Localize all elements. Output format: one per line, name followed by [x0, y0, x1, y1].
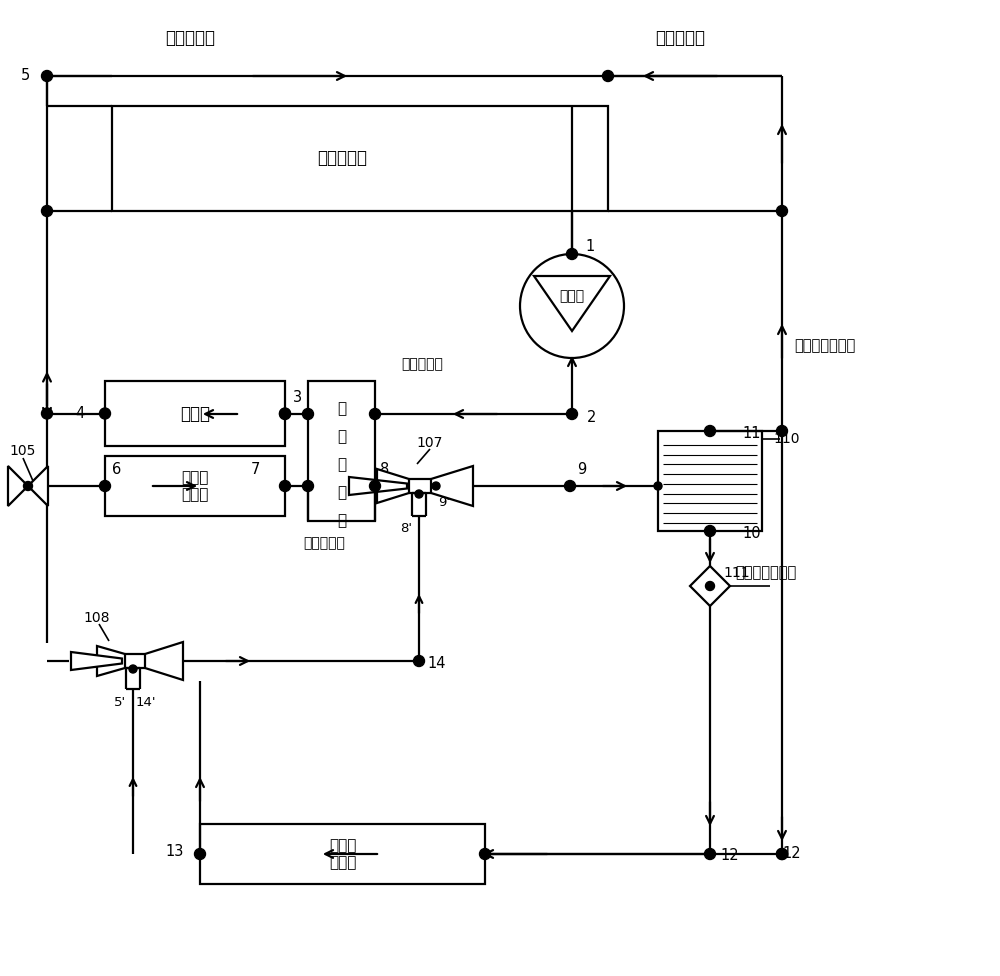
- Text: 14: 14: [428, 656, 446, 671]
- Polygon shape: [431, 466, 473, 506]
- Circle shape: [302, 480, 314, 492]
- Bar: [105, 456, 285, 516]
- Circle shape: [100, 480, 110, 492]
- Text: 5: 5: [20, 68, 30, 84]
- Bar: [105, 381, 285, 446]
- Circle shape: [776, 426, 788, 436]
- Circle shape: [566, 249, 578, 260]
- Text: 排: 排: [337, 401, 346, 417]
- Circle shape: [654, 482, 662, 490]
- Text: 4: 4: [75, 406, 85, 421]
- Circle shape: [602, 70, 614, 82]
- Text: 1: 1: [585, 239, 595, 255]
- Circle shape: [414, 656, 424, 667]
- Text: 5': 5': [114, 697, 126, 710]
- Circle shape: [415, 490, 423, 498]
- Circle shape: [280, 480, 290, 492]
- Text: 13: 13: [166, 844, 184, 860]
- Circle shape: [479, 848, 490, 860]
- Circle shape: [194, 848, 206, 860]
- Text: 7: 7: [250, 462, 260, 476]
- Text: 8: 8: [380, 462, 390, 476]
- Text: 12: 12: [721, 848, 739, 864]
- Text: 热流体通道: 热流体通道: [401, 357, 443, 371]
- Bar: [200, 824, 485, 884]
- Text: 110: 110: [774, 432, 800, 446]
- Text: 108: 108: [84, 611, 110, 625]
- Circle shape: [776, 848, 788, 860]
- Polygon shape: [28, 466, 48, 506]
- Text: 12: 12: [783, 846, 801, 862]
- Text: 回: 回: [337, 458, 346, 472]
- Circle shape: [704, 848, 716, 860]
- Circle shape: [280, 408, 290, 419]
- Text: 9': 9': [438, 497, 450, 509]
- Text: 冷藏室
蒸发器: 冷藏室 蒸发器: [181, 469, 209, 503]
- Circle shape: [706, 582, 714, 590]
- Circle shape: [129, 665, 137, 673]
- Polygon shape: [377, 469, 409, 503]
- Polygon shape: [145, 642, 183, 680]
- Circle shape: [564, 480, 576, 492]
- Polygon shape: [71, 652, 122, 670]
- Circle shape: [704, 525, 716, 537]
- Text: 111: 111: [724, 566, 750, 580]
- Circle shape: [42, 206, 52, 217]
- Polygon shape: [349, 477, 407, 495]
- Circle shape: [280, 409, 290, 420]
- Text: 冷流体通道: 冷流体通道: [303, 536, 345, 550]
- Text: 6: 6: [112, 462, 122, 476]
- Circle shape: [100, 408, 110, 419]
- Text: 饱和液态制冷剂: 饱和液态制冷剂: [735, 565, 796, 581]
- Polygon shape: [8, 466, 28, 506]
- Text: 9: 9: [577, 462, 587, 476]
- Text: 10: 10: [743, 525, 761, 541]
- Text: 饱和气态制冷剂: 饱和气态制冷剂: [794, 339, 855, 353]
- Bar: [308, 381, 375, 521]
- Text: 8': 8': [400, 522, 412, 536]
- Text: 11: 11: [743, 427, 761, 441]
- Text: 热: 热: [337, 485, 346, 501]
- Circle shape: [24, 481, 32, 491]
- Bar: [112, 106, 608, 211]
- Text: 冷凝器: 冷凝器: [180, 404, 210, 423]
- Circle shape: [302, 409, 314, 420]
- Text: 器: 器: [337, 513, 346, 528]
- Text: 压缩机: 压缩机: [559, 289, 585, 303]
- Circle shape: [370, 480, 380, 492]
- Circle shape: [776, 848, 788, 860]
- Text: 107: 107: [417, 436, 443, 450]
- Bar: [658, 431, 762, 531]
- Text: 3: 3: [292, 389, 302, 404]
- Text: 2: 2: [587, 410, 597, 425]
- Circle shape: [776, 206, 788, 217]
- Text: 冷冻室
蒸发器: 冷冻室 蒸发器: [329, 837, 356, 871]
- Circle shape: [42, 408, 52, 419]
- Text: 105: 105: [10, 444, 36, 458]
- Circle shape: [566, 409, 578, 420]
- Text: 吸气回热器: 吸气回热器: [317, 149, 367, 168]
- Text: 14': 14': [136, 697, 156, 710]
- Text: 气: 气: [337, 429, 346, 444]
- Text: 冷流体通道: 冷流体通道: [655, 29, 705, 47]
- Polygon shape: [690, 566, 730, 606]
- Text: 热流体通道: 热流体通道: [165, 29, 215, 47]
- Circle shape: [704, 426, 716, 436]
- Circle shape: [432, 482, 440, 490]
- Circle shape: [42, 70, 52, 82]
- Circle shape: [370, 409, 380, 420]
- Polygon shape: [97, 646, 125, 676]
